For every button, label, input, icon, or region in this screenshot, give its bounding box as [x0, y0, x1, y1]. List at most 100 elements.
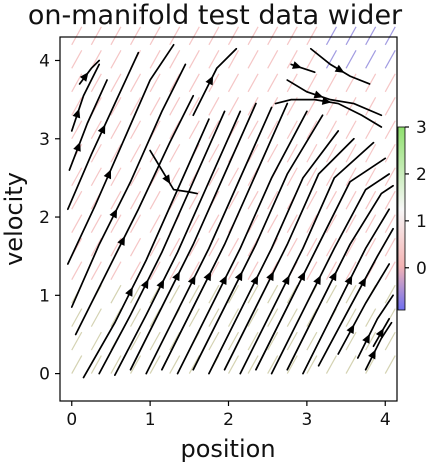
quiver-arrow	[247, 120, 259, 140]
streamline-arrowhead	[205, 75, 214, 86]
quiver-arrow	[110, 261, 122, 280]
streamline-arrowhead	[250, 275, 259, 286]
colorbar-tick-label: 2	[416, 165, 427, 185]
quiver-arrow	[267, 50, 279, 69]
quiver-arrow	[227, 26, 240, 46]
quiver-arrow	[227, 237, 240, 257]
quiver-arrow	[130, 261, 142, 280]
x-axis: 0 1 2 3 4	[66, 401, 391, 430]
quiver-arrow	[365, 96, 377, 116]
quiver-arrow	[227, 167, 240, 187]
streamline-arrowhead	[234, 271, 243, 282]
streamline-arrowhead	[172, 271, 180, 282]
quiver-arrow	[384, 214, 396, 233]
quiver-arrow	[130, 143, 142, 163]
quiver-arrow	[149, 284, 161, 304]
quiver-arrow	[247, 261, 259, 280]
quiver-arrow	[71, 308, 83, 327]
quiver-arrow	[130, 120, 142, 140]
x-axis-label: position	[180, 435, 275, 463]
quiver-arrow	[325, 167, 337, 187]
quiver-arrow	[325, 120, 337, 140]
quiver-arrow	[90, 26, 102, 46]
quiver-arrow	[306, 120, 318, 140]
quiver-arrow	[169, 355, 181, 374]
streamline-arrowhead	[79, 72, 89, 82]
streamline	[270, 173, 391, 375]
quiver-arrow	[149, 261, 161, 280]
colorbar-ticks: 0 1 2 3	[405, 118, 427, 279]
quiver-arrow	[130, 355, 142, 374]
x-tick-label: 0	[66, 410, 77, 430]
quiver-arrow	[384, 261, 396, 280]
quiver-arrow	[169, 120, 181, 140]
quiver-arrow	[286, 284, 298, 304]
quiver-arrow	[325, 50, 337, 69]
quiver-arrow	[384, 120, 396, 140]
quiver-arrow	[286, 143, 298, 163]
quiver-arrow	[169, 284, 181, 304]
quiver-arrow	[365, 214, 377, 233]
quiver-arrow	[71, 261, 83, 280]
streamline	[192, 114, 324, 371]
quiver-arrow	[267, 284, 279, 304]
quiver-arrow	[345, 73, 357, 93]
streamline-arrowhead	[375, 328, 384, 338]
streamline	[78, 59, 101, 85]
quiver-arrow	[345, 237, 357, 257]
x-tick-label: 4	[380, 410, 391, 430]
quiver-arrow	[90, 73, 102, 93]
quiver-arrow	[208, 120, 220, 140]
streamline-arrowhead	[368, 349, 376, 360]
quiver-arrow	[208, 284, 220, 304]
quiver-arrow	[286, 355, 298, 374]
quiver-arrow	[306, 237, 318, 257]
streamline	[114, 110, 242, 377]
quiver-arrow	[110, 167, 122, 187]
streamline	[356, 294, 394, 359]
quiver-arrow	[149, 331, 161, 351]
quiver-arrow	[90, 214, 102, 233]
quiver-arrow	[227, 331, 240, 351]
quiver-arrow	[149, 96, 161, 116]
quiver-arrow	[71, 73, 83, 93]
quiver-arrow	[306, 261, 318, 280]
quiver-arrow	[286, 237, 298, 257]
quiver-arrow	[384, 237, 396, 257]
quiver-arrow	[71, 190, 83, 210]
quiver-arrow	[227, 190, 240, 210]
colorbar	[397, 126, 406, 311]
quiver-arrow	[267, 355, 279, 374]
quiver-arrow	[169, 26, 181, 46]
quiver-arrow	[345, 120, 357, 140]
quiver-arrow	[384, 331, 396, 351]
streamline-arrowhead	[73, 141, 81, 152]
x-tick-label: 2	[223, 410, 234, 430]
quiver-arrow	[286, 26, 298, 46]
streamline-arrowhead	[156, 279, 165, 289]
streamline	[255, 157, 387, 371]
quiver-arrow	[169, 167, 181, 187]
streamline-arrowhead	[313, 90, 324, 99]
quiver-arrow	[247, 73, 259, 93]
streamline	[98, 110, 226, 375]
quiver-arrow	[247, 214, 259, 233]
quiver-arrow	[208, 73, 220, 93]
quiver-arrow	[345, 190, 357, 210]
quiver-arrow	[345, 331, 357, 351]
streamline-arrowhead	[72, 108, 81, 119]
streamline	[176, 110, 308, 375]
quiver-arrow	[130, 73, 142, 93]
streamlines-layer	[66, 43, 394, 379]
quiver-arrow	[169, 143, 181, 163]
quiver-arrow	[267, 190, 279, 210]
quiver-arrow	[365, 120, 377, 140]
quiver-arrow	[149, 214, 161, 233]
quiver-arrow	[227, 73, 240, 93]
quiver-arrow	[384, 50, 396, 69]
quiver-arrow	[188, 284, 200, 304]
x-tick-label: 1	[145, 410, 156, 430]
quiver-arrow	[365, 26, 377, 46]
quiver-arrow	[227, 284, 240, 304]
